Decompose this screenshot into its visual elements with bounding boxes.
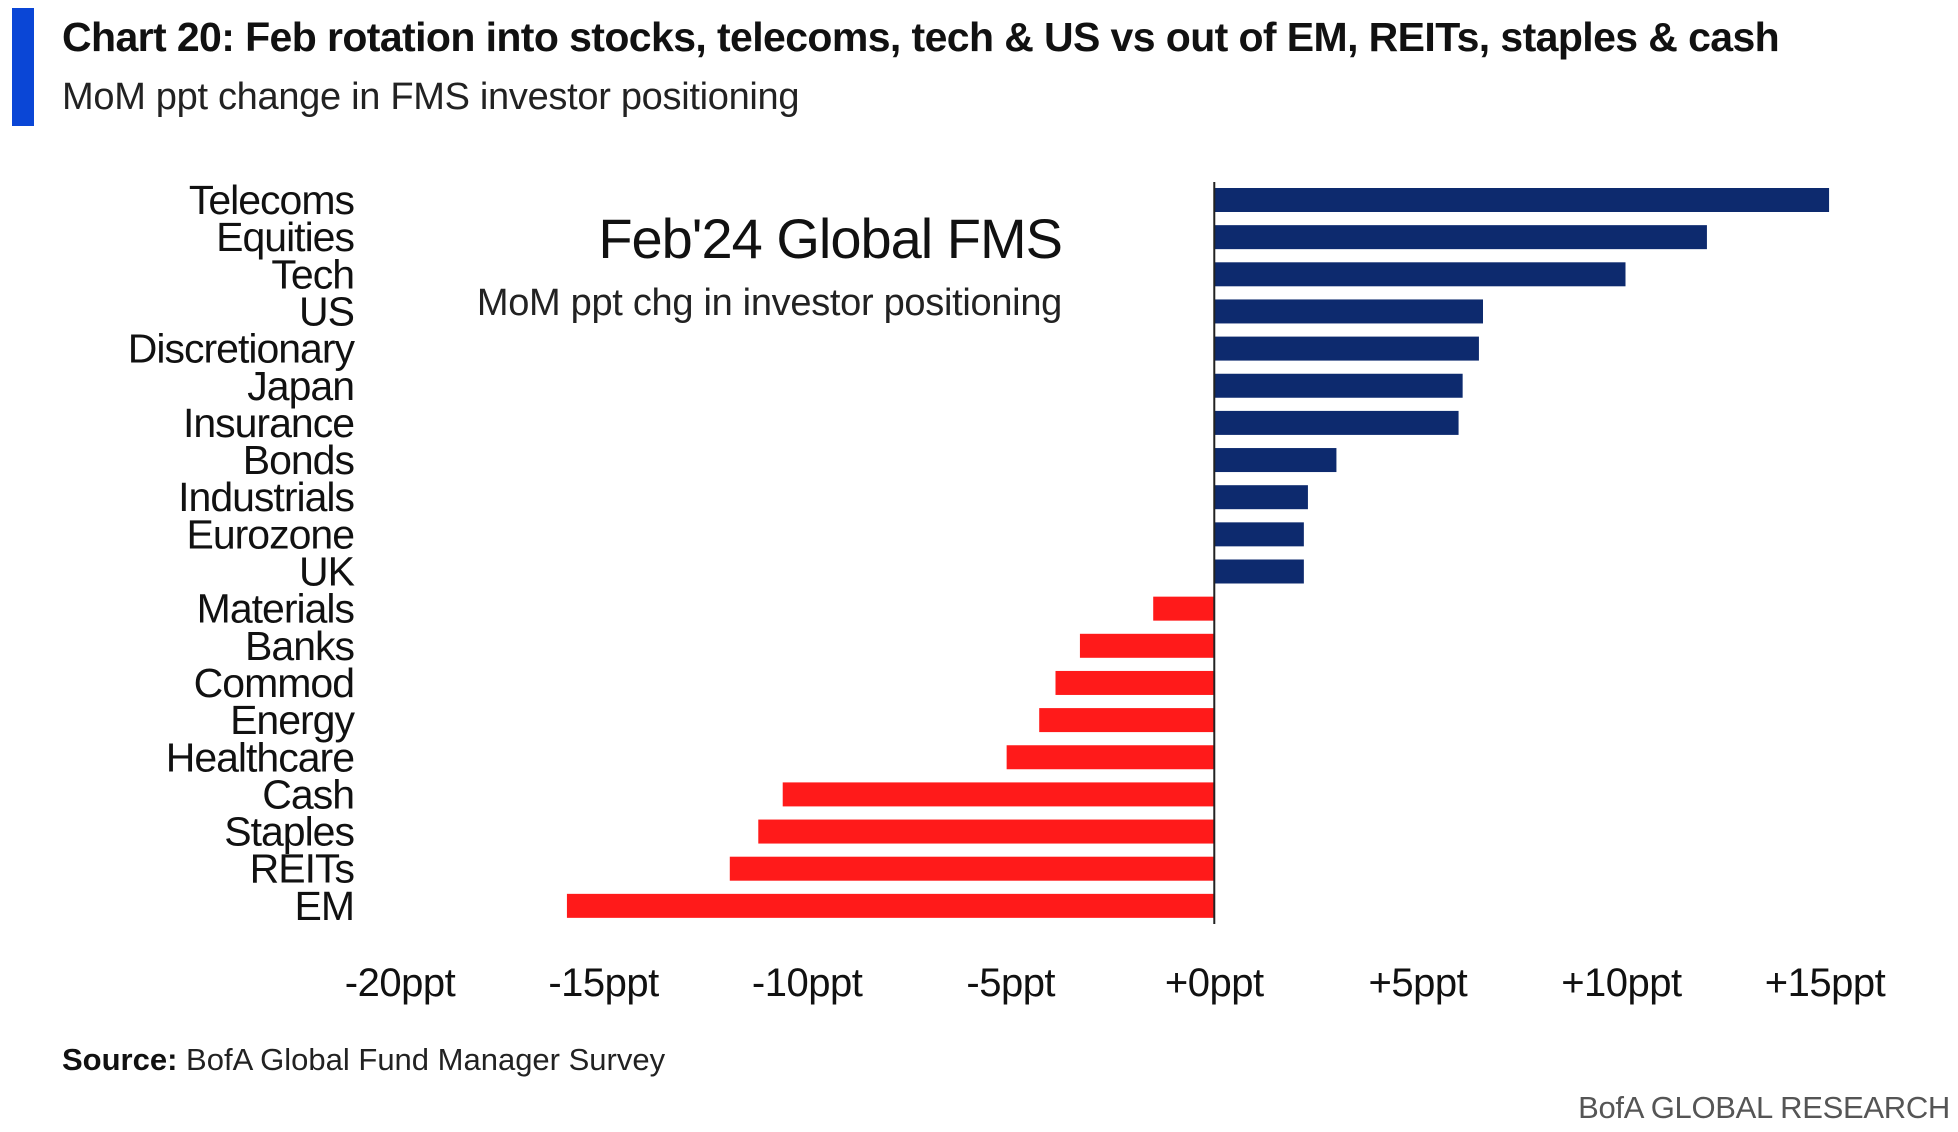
- category-label: Bonds: [243, 437, 355, 483]
- chart-title: Chart 20: Feb rotation into stocks, tele…: [62, 14, 1780, 60]
- category-label: Energy: [230, 697, 355, 743]
- x-tick-label: +15ppt: [1765, 961, 1886, 1005]
- category-label: REITs: [250, 846, 355, 892]
- bar-us: [1214, 299, 1483, 324]
- x-tick-label: +0ppt: [1165, 961, 1264, 1005]
- category-label: Healthcare: [166, 734, 354, 780]
- bar-bonds: [1214, 448, 1337, 473]
- bar-tech: [1214, 262, 1626, 287]
- source-label: Source:: [62, 1042, 178, 1077]
- title-accent-bar: [12, 8, 34, 126]
- brand-label: BofA GLOBAL RESEARCH: [1578, 1090, 1950, 1125]
- bar-eurozone: [1214, 522, 1304, 547]
- category-label: Industrials: [178, 474, 354, 520]
- bar-reits: [729, 856, 1215, 881]
- bar-energy: [1039, 708, 1215, 733]
- category-label: Discretionary: [128, 326, 356, 372]
- x-tick-label: -20ppt: [345, 961, 456, 1005]
- bar-insurance: [1214, 410, 1459, 435]
- bar-chart: Feb'24 Global FMS MoM ppt chg in investo…: [128, 177, 1886, 1005]
- x-tick-label: +5ppt: [1368, 961, 1467, 1005]
- source-note: Source: BofA Global Fund Manager Survey: [62, 1042, 665, 1078]
- bar-healthcare: [1006, 745, 1215, 770]
- bar-materials: [1153, 596, 1215, 621]
- bar-uk: [1214, 559, 1304, 584]
- category-label: Materials: [197, 586, 355, 632]
- x-tick-label: -15ppt: [548, 961, 659, 1005]
- category-label: Telecoms: [189, 177, 355, 223]
- bar-commod: [1055, 670, 1215, 695]
- category-label: US: [299, 288, 354, 334]
- category-label: Banks: [245, 623, 354, 669]
- x-tick-label: +10ppt: [1561, 961, 1682, 1005]
- category-label: Eurozone: [186, 511, 354, 557]
- category-label: EM: [295, 883, 355, 929]
- category-label: UK: [299, 549, 355, 595]
- bar-staples: [758, 819, 1215, 844]
- chart-subtitle: MoM ppt change in FMS investor positioni…: [62, 76, 800, 118]
- bar-japan: [1214, 373, 1463, 398]
- x-tick-label: -5ppt: [966, 961, 1055, 1005]
- bar-telecoms: [1214, 188, 1830, 212]
- category-label: Cash: [262, 771, 354, 817]
- bar-banks: [1079, 633, 1215, 658]
- bar-em: [566, 893, 1215, 918]
- category-label: Tech: [271, 251, 354, 297]
- category-label: Japan: [247, 363, 354, 409]
- bar-discretionary: [1214, 336, 1479, 361]
- category-label: Staples: [224, 809, 354, 855]
- category-label: Commod: [194, 660, 354, 706]
- annotation-subtitle: MoM ppt chg in investor positioning: [477, 282, 1062, 324]
- bar-cash: [782, 782, 1215, 807]
- annotation-title: Feb'24 Global FMS: [598, 207, 1062, 270]
- bar-industrials: [1214, 485, 1308, 510]
- source-text: BofA Global Fund Manager Survey: [186, 1042, 666, 1077]
- category-label: Insurance: [183, 400, 354, 446]
- x-tick-label: -10ppt: [752, 961, 863, 1005]
- bar-equities: [1214, 225, 1707, 250]
- category-label: Equities: [216, 214, 354, 260]
